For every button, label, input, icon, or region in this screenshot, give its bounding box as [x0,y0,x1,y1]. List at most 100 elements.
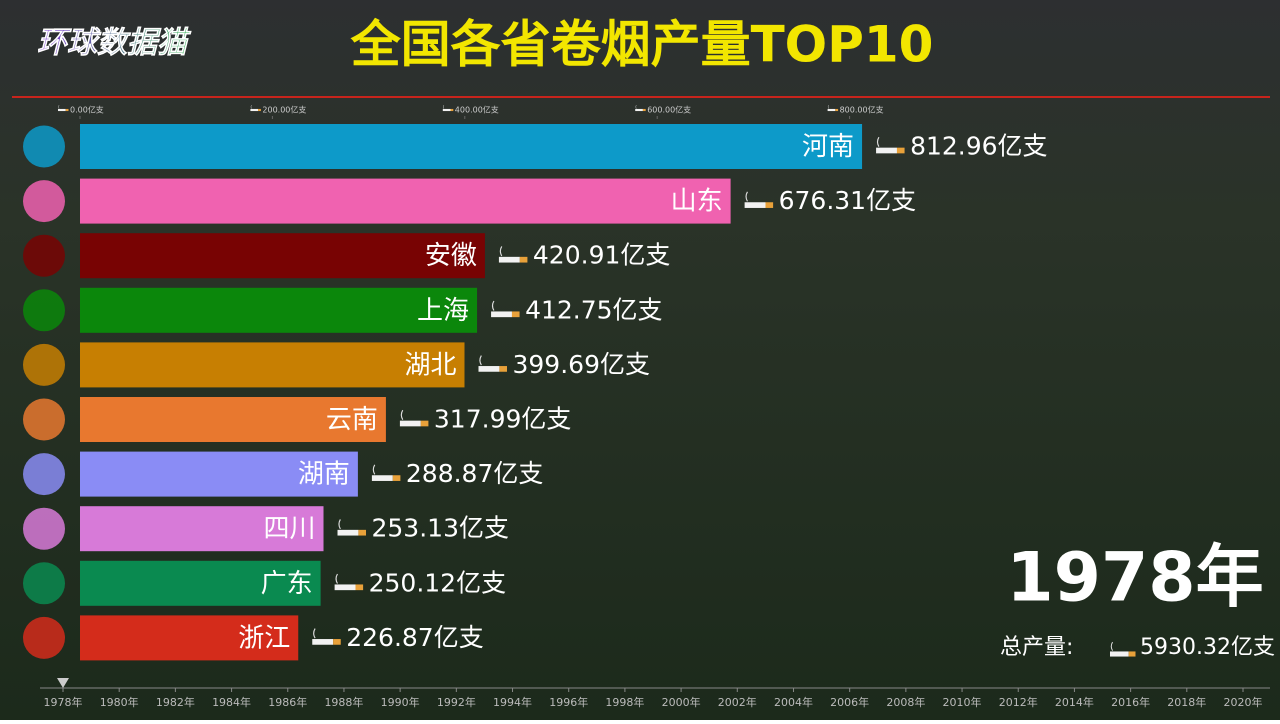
bar [80,342,465,388]
cigarette-icon [334,584,356,591]
timeline-tick-label: 2010年 [943,695,982,709]
cigarette-icon [258,108,261,112]
cigarette-icon [876,136,880,147]
bar [80,233,485,279]
timeline-tick-label: 1980年 [100,695,139,709]
x-tick-label: 600.00亿支 [647,105,691,115]
cigarette-icon [498,256,520,263]
year-label: 1978年 [1006,539,1263,618]
cigarette-icon [478,366,500,372]
cigarette-icon [250,104,252,109]
cigarette-icon [1110,651,1129,657]
cigarette-icon [491,311,512,318]
bar-category: 四川 [263,514,315,544]
cigarette-icon [338,519,341,530]
cigarette-icon [58,108,66,112]
cigarette-icon [443,104,445,109]
cigarette-icon [765,202,774,208]
timeline-tick-label: 1982年 [156,695,195,709]
cigarette-icon [355,584,364,591]
cigarette-icon [399,420,421,427]
cigarette-icon [896,147,905,154]
timeline-tick-label: 2004年 [774,695,813,709]
bar [80,287,478,333]
bar-category: 广东 [261,569,313,599]
cigarette-icon [876,147,897,154]
cigarette-icon [313,628,316,639]
value-label: 226.87亿支 [346,623,483,652]
logo: 环球数据猫 [37,26,192,61]
province-logo [23,234,65,277]
province-logo [23,453,65,496]
timeline-tick-label: 1992年 [437,695,476,709]
cigarette-icon [491,300,495,311]
bar-category: 河南 [802,132,854,162]
bar-category: 湖南 [298,460,350,490]
bar-category: 山东 [671,187,723,217]
cigarette-icon [1128,651,1136,657]
province-logo [23,507,65,550]
x-tick-label: 800.00亿支 [840,105,884,115]
cigarette-icon [58,104,60,109]
cigarette-icon [835,108,839,112]
total-value: 5930.32亿支 [1140,635,1275,660]
cigarette-icon [479,355,482,366]
timeline-tick-label: 1978年 [44,695,83,709]
value-label: 412.75亿支 [525,295,662,324]
bar-category: 安徽 [425,241,477,271]
timeline-tick-label: 1988年 [324,695,363,709]
timeline-marker [57,678,69,688]
cigarette-icon [392,475,401,481]
cigarette-icon [372,464,376,475]
cigarette-icon [744,202,766,208]
bar [80,451,358,497]
value-label: 420.91亿支 [533,241,670,270]
cigarette-icon [499,246,503,257]
province-logo [23,180,65,223]
timeline-tick-label: 2000年 [662,695,701,709]
bar-category: 云南 [326,405,378,435]
value-label: 317.99亿支 [434,405,571,434]
bar [80,124,863,169]
timeline-tick-label: 2008年 [886,695,925,709]
cigarette-icon [635,104,637,109]
cigarette-icon [400,409,404,420]
bar-category: 上海 [417,296,469,326]
cigarette-icon [642,108,646,112]
timeline-tick-label: 2014年 [1055,695,1094,709]
cigarette-icon [519,256,528,263]
cigarette-icon [442,108,451,112]
province-logo [23,616,65,659]
province-logo [23,125,65,168]
bar [80,560,321,606]
cigarette-icon [250,108,259,112]
bar [80,178,731,224]
timeline-tick-label: 2018年 [1167,695,1206,709]
value-label: 250.12亿支 [369,568,506,597]
cigarette-icon [312,639,334,645]
timeline-tick-label: 1996年 [549,695,588,709]
cigarette-icon [371,475,393,481]
bar [80,615,299,661]
cigarette-icon [450,108,454,112]
value-label: 676.31亿支 [779,186,916,215]
timeline-tick-label: 1986年 [268,695,307,709]
value-label: 812.96亿支 [910,132,1047,161]
timeline-tick-label: 2012年 [999,695,1038,709]
bar-category: 浙江 [238,623,290,653]
timeline-tick-label: 2002年 [718,695,757,709]
timeline-tick-label: 2020年 [1224,695,1263,709]
chart-title: 全国各省卷烟产量TOP10 [350,16,934,74]
timeline-tick-label: 2006年 [830,695,869,709]
value-label: 288.87亿支 [406,459,543,488]
cigarette-icon [333,639,341,645]
bar-category: 湖北 [404,350,456,380]
province-logo [23,289,65,332]
x-tick-label: 0.00亿支 [70,105,104,115]
cigarette-icon [827,104,829,109]
cigarette-icon [499,366,508,372]
cigarette-icon [337,529,359,536]
cigarette-icon [511,311,520,318]
